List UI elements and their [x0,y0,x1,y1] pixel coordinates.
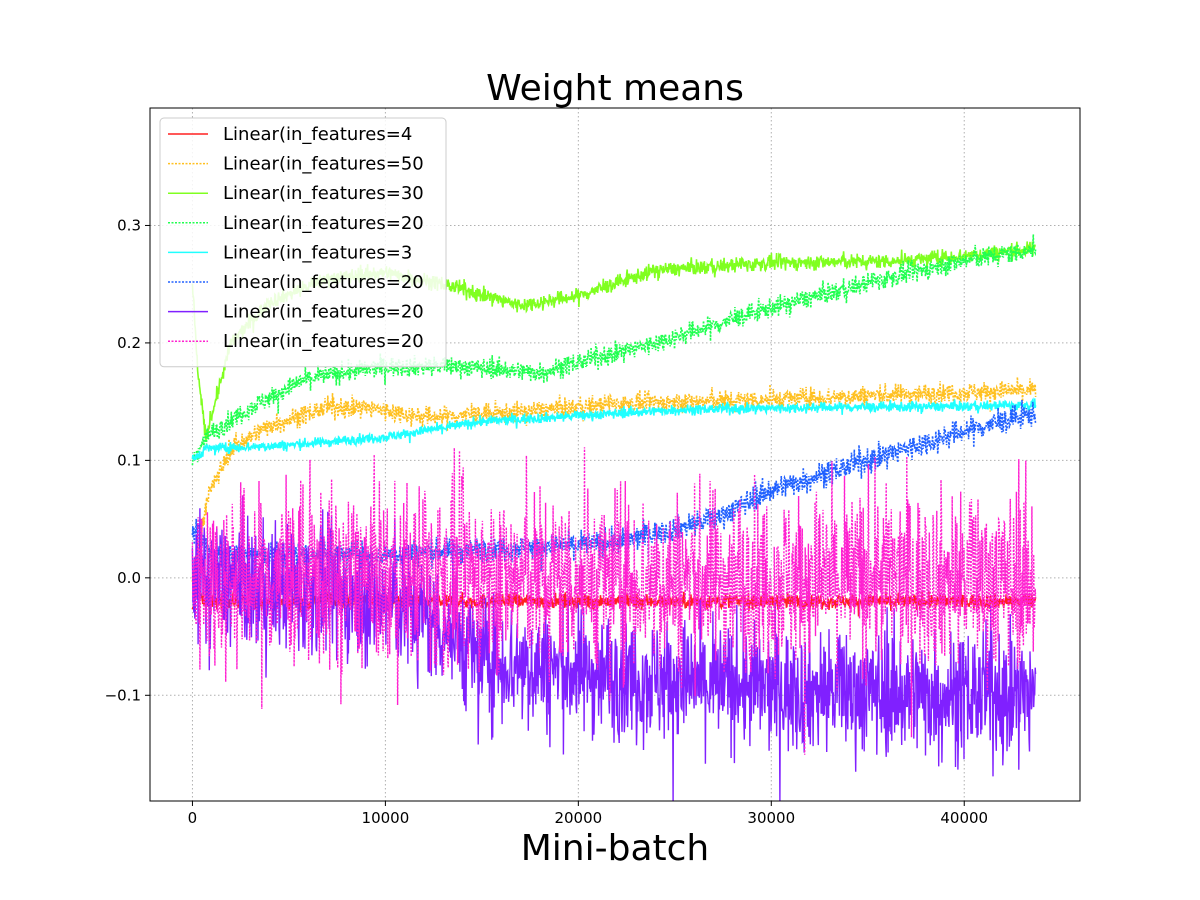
x-tick-label: 40000 [940,809,988,827]
y-tick-label: 0.0 [117,569,141,587]
x-tick-label: 20000 [554,809,602,827]
series-line [191,447,1037,755]
legend-label: Linear(in_features=20 [223,302,424,323]
legend-label: Linear(in_features=20 [223,331,424,352]
legend-label: Linear(in_features=20 [223,272,424,293]
legend-label: Linear(in_features=4 [223,124,412,145]
y-tick-label: −0.1 [105,686,141,704]
chart-title: Weight means [486,68,744,109]
x-tick-label: 30000 [747,809,795,827]
x-axis: 0 10000 20000 30000 40000 [188,801,988,827]
legend-label: Linear(in_features=30 [223,183,424,204]
y-axis: −0.1 0.0 0.1 0.2 0.3 [105,216,150,704]
legend-label: Linear(in_features=50 [223,154,424,175]
x-tick-label: 10000 [362,809,410,827]
legend-box [159,117,447,368]
series-line [191,495,1037,801]
y-tick-label: 0.3 [117,216,141,234]
y-tick-label: 0.1 [117,451,141,469]
x-axis-label: Mini-batch [521,828,710,869]
plot-frame [149,107,1081,802]
legend: Linear(in_features=4 Linear(in_features=5… [159,117,447,368]
y-tick-label: 0.2 [117,334,141,352]
legend-label: Linear(in_features=3 [223,242,412,263]
legend-label: Linear(in_features=20 [223,213,424,234]
series-line [191,397,1037,461]
x-tick-label: 0 [188,809,198,827]
series-line [191,377,1037,582]
